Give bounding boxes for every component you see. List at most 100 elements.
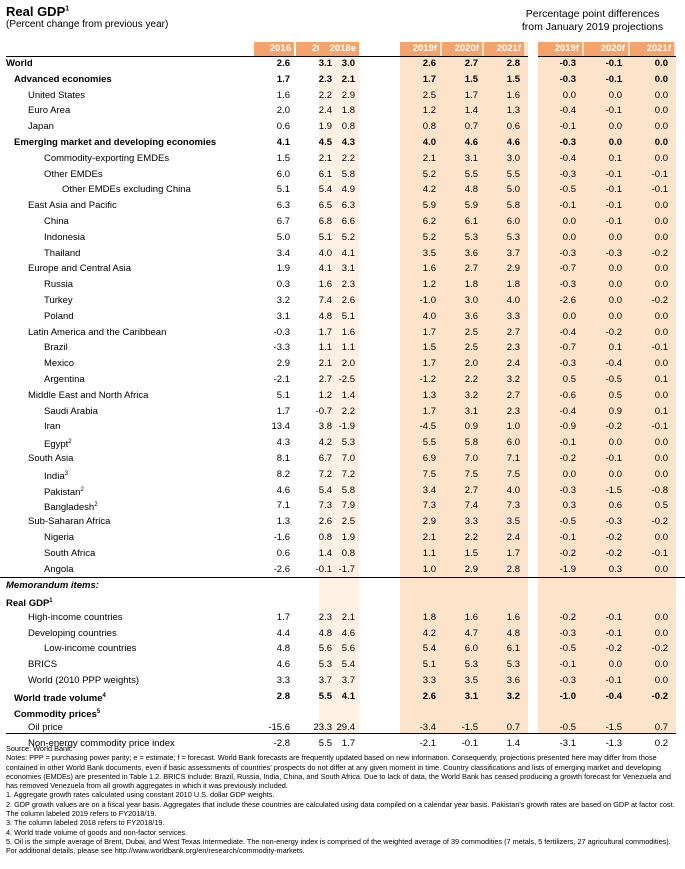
diff-column-header: 2020f	[584, 42, 628, 56]
value-cell: 1.7	[506, 547, 520, 559]
table-row: Japan 0.6 1.9 0.8 0.8 0.7 0.6 -0.1 0.0 0.0	[0, 119, 685, 135]
value-cell: 1.9	[341, 531, 355, 543]
table-row: Bangladesh2 7.1 7.3 7.9 7.3 7.4 7.3 0.3 0.6 0.5	[0, 498, 685, 514]
value-cell: 5.0	[506, 184, 520, 196]
diff-cell: 0.0	[608, 279, 622, 291]
diff-cell: -0.3	[559, 136, 576, 148]
note-line: 4. World trade volume of goods and non-f…	[6, 827, 188, 837]
table-row: Angola -2.6 -0.1 -1.7 1.0 2.9 2.8 -1.9 0.3 0.0	[0, 562, 685, 578]
value-cell: 4.2	[422, 627, 436, 639]
value-cell: -0.1	[461, 738, 478, 750]
value-cell: 5.1	[422, 659, 436, 671]
table-row: Developing countries 4.4 4.8 4.6 4.2 4.7 4.8 -0…	[0, 626, 685, 642]
value-cell: 1.7	[276, 405, 290, 417]
value-cell: -1.7	[338, 563, 355, 575]
value-cell: 5.8	[464, 437, 478, 449]
data-table: World 2.6 3.1 3.0 2.6 2.7 2.8 -0.3 -0.1 0.0 Advanc…	[0, 56, 685, 752]
value-cell: 3.3	[464, 516, 478, 528]
value-cell: 29.4	[336, 722, 356, 734]
value-cell: 3.1	[464, 690, 478, 702]
table-row: Pakistan2 4.6 5.4 5.8 3.4 2.7 4.0 -0.3 -1.5 -0.8	[0, 483, 685, 499]
ppd-header: Percentage point differences from Januar…	[521, 8, 664, 33]
value-cell: 5.9	[422, 200, 436, 212]
value-cell: 7.9	[341, 500, 355, 512]
band-2018e	[319, 42, 359, 733]
table-row: Other EMDEs excluding China 5.1 5.4 4.9 4.2 4…	[0, 182, 685, 198]
value-cell: 2.4	[506, 531, 520, 543]
value-cell: 7.1	[506, 452, 520, 464]
value-cell: 1.0	[506, 421, 520, 433]
diff-cell: 0.1	[608, 342, 622, 354]
value-cell: 5.4	[341, 659, 355, 671]
diff-cell: 0.3	[608, 563, 622, 575]
diff-cell: 0.0	[654, 675, 668, 687]
diff-cell: 0.0	[562, 89, 576, 101]
diff-cell: 0.0	[654, 437, 668, 449]
diff-cell: -0.1	[559, 659, 576, 671]
value-cell: 3.3	[506, 310, 520, 322]
value-cell: 6.5	[318, 200, 332, 212]
diff-cell: 0.0	[654, 73, 668, 85]
diff-cell: 0.1	[654, 405, 668, 417]
column-header: 2020f	[442, 42, 482, 56]
diff-cell: 0.0	[608, 468, 622, 480]
value-cell: 1.9	[276, 263, 290, 275]
value-cell: 7.3	[422, 500, 436, 512]
value-cell: 2.7	[464, 484, 478, 496]
diff-cell: 0.0	[654, 611, 668, 623]
diff-cell: 0.9	[608, 405, 622, 417]
diff-cell: -0.2	[559, 452, 576, 464]
value-cell: 2.5	[341, 516, 355, 528]
value-cell: 2.5	[464, 326, 478, 338]
column-header: 2018e	[319, 42, 359, 56]
value-cell: 3.2	[276, 294, 290, 306]
value-cell: -0.1	[315, 563, 332, 575]
table-row: High-income countries 1.7 2.3 2.1 1.8 1.6 1.6 -…	[0, 610, 685, 626]
diff-cell: 0.0	[654, 263, 668, 275]
value-cell: 4.6	[464, 136, 478, 148]
diff-cell: -0.3	[605, 516, 622, 528]
table-row: BRICS 4.6 5.3 5.4 5.1 5.3 5.3 -0.1 0.0 0.0	[0, 657, 685, 673]
row-label: East Asia and Pacific	[28, 200, 117, 212]
value-cell: -2.5	[338, 373, 355, 385]
diff-cell: -0.2	[605, 547, 622, 559]
row-label: Iran	[44, 421, 61, 433]
row-label: BRICS	[28, 659, 58, 671]
value-cell: 4.7	[464, 627, 478, 639]
diff-cell: -1.5	[605, 484, 622, 496]
table-row: Nigeria -1.6 0.8 1.9 2.1 2.2 2.4 -0.1 -0.2 0.0	[0, 530, 685, 546]
value-cell: 1.6	[506, 89, 520, 101]
value-cell: 3.7	[506, 247, 520, 259]
value-cell: 1.7	[422, 73, 436, 85]
value-cell: 1.8	[422, 611, 436, 623]
diff-cell: -0.1	[605, 184, 622, 196]
table-title: Real GDP1	[6, 4, 70, 19]
table-row: Argentina -2.1 2.7 -2.5 -1.2 2.2 3.2 0.5 -0.5 0.1	[0, 372, 685, 388]
value-cell: 1.5	[464, 73, 478, 85]
value-cell: 6.3	[341, 200, 355, 212]
diff-cell: -0.1	[605, 105, 622, 117]
diff-cell: -0.2	[651, 294, 668, 306]
value-cell: 5.3	[341, 437, 355, 449]
value-cell: 5.3	[506, 659, 520, 671]
value-cell: 4.6	[341, 627, 355, 639]
value-cell: 2.3	[506, 405, 520, 417]
value-cell: 4.3	[341, 136, 355, 148]
diff-cell: -0.5	[559, 516, 576, 528]
value-cell: 0.8	[318, 531, 332, 543]
row-label: Japan	[28, 121, 54, 133]
table-row: United States 1.6 2.2 2.9 2.5 1.7 1.6 0.0 0.0 0.0	[0, 88, 685, 104]
value-cell: 2.2	[464, 531, 478, 543]
value-cell: 3.1	[464, 152, 478, 164]
value-cell: -1.2	[419, 373, 436, 385]
diff-cell: -0.8	[651, 484, 668, 496]
value-cell: 3.2	[506, 690, 520, 702]
row-label: Brazil	[44, 342, 68, 354]
value-cell: 1.5	[464, 547, 478, 559]
value-cell: 3.4	[422, 484, 436, 496]
value-cell: 2.2	[341, 152, 355, 164]
value-cell: 1.4	[506, 738, 520, 750]
value-cell: 1.6	[318, 279, 332, 291]
value-cell: -2.8	[273, 738, 290, 750]
diff-cell: 0.7	[654, 722, 668, 734]
